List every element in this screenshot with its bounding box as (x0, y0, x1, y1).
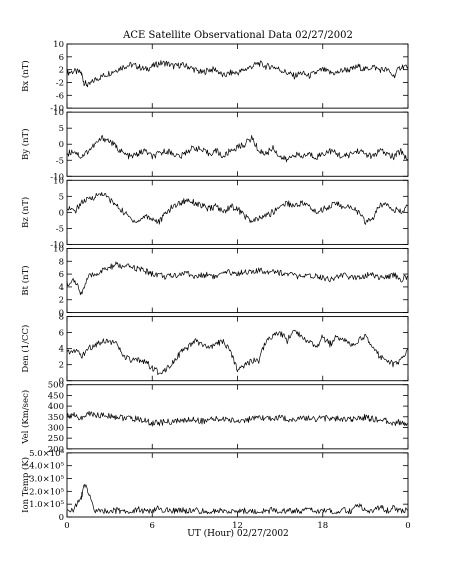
ytick-label: 5 (59, 124, 64, 134)
ytick-label: -10 (50, 240, 64, 250)
series-line (66, 60, 409, 88)
panel-frame (66, 179, 409, 245)
x-axis-label: UT (Hour) 02/27/2002 (187, 528, 289, 539)
panel-0: 10 6 2 -2 -6 -10 Bx (nT) (20, 40, 409, 114)
series-line (66, 410, 409, 427)
xtick-label: 0 (64, 521, 69, 531)
ytick-label: 8 (59, 257, 64, 267)
ytick-label: 0 (59, 208, 64, 218)
ytick-label: 10 (53, 244, 64, 254)
ytick-label: -10 (50, 104, 64, 114)
panel-frame (66, 384, 409, 450)
ytick-label: -5 (56, 224, 64, 234)
panel-frame (66, 43, 409, 109)
ytick-label: 4 (59, 345, 64, 355)
ytick-label: 5 (59, 192, 64, 202)
ytick-label: -2 (56, 78, 64, 88)
panel-frame (66, 111, 409, 177)
ytick-label: 200 (48, 445, 64, 455)
y-axis-label: Den (1/CC) (20, 325, 31, 373)
series-line (66, 192, 409, 225)
panel-4: 8 6 4 2 0 Den (1/CC) (20, 313, 409, 387)
ytick-label: 2.0×10⁵ (29, 487, 64, 497)
xtick-label: 0 (405, 521, 410, 531)
ytick-label: 300 (48, 423, 64, 433)
ytick-label: 350 (48, 413, 64, 423)
ytick-label: 3.0×10⁵ (29, 475, 64, 485)
y-axis-label: Bx (nT) (20, 60, 31, 92)
ytick-label: 10 (53, 176, 64, 186)
ytick-label: 1.0×10⁵ (29, 500, 64, 510)
y-axis-label: Bz (nT) (20, 197, 31, 228)
series-line (66, 484, 409, 515)
ytick-label: -10 (50, 172, 64, 182)
panel-frame (66, 247, 409, 314)
ytick-label: 5.0×10⁵ (29, 449, 64, 459)
ytick-label: 0 (59, 377, 64, 387)
ytick-label: 4 (59, 283, 64, 293)
ytick-label: 0 (59, 140, 64, 150)
ytick-label: 6 (59, 270, 64, 280)
panels: 10 6 2 -2 -6 -10 Bx (nT) 10 5 0 -5 -10 By (nT) 10 5 0 -5… (20, 40, 411, 531)
ytick-label: 10 (53, 108, 64, 118)
ytick-label: 2 (59, 296, 64, 306)
y-axis-label: Vel (Km/sec) (20, 390, 31, 445)
ytick-label: -6 (56, 91, 64, 101)
ytick-label: 450 (48, 391, 64, 401)
ytick-label: 2 (59, 361, 64, 371)
ytick-label: 0 (59, 513, 64, 523)
ytick-label: 4.0×10⁵ (29, 462, 64, 472)
ytick-label: 250 (48, 434, 64, 444)
panel-6: 5.0×10⁵ 4.0×10⁵ 3.0×10⁵ 2.0×10⁵ 1.0×10⁵ 0 Ion … (20, 449, 409, 523)
series-line (66, 261, 409, 296)
ytick-label: -5 (56, 156, 64, 166)
ytick-label: 10 (53, 40, 64, 50)
series-line (66, 135, 409, 163)
ytick-label: 6 (59, 53, 64, 63)
ytick-label: 2 (59, 66, 64, 76)
panel-2: 10 5 0 -5 -10 Bz (nT) (20, 176, 409, 250)
panel-frame (66, 452, 409, 518)
panel-3: 10 8 6 4 2 0 Bt (nT) (20, 244, 409, 319)
ytick-label: 400 (48, 402, 64, 412)
ytick-label: 6 (59, 329, 64, 339)
y-axis-label: Bt (nT) (20, 265, 31, 295)
xtick-label: 12 (232, 521, 243, 531)
xtick-label: 6 (150, 521, 155, 531)
chart-title: ACE Satellite Observational Data 02/27/2… (122, 30, 353, 41)
xtick-label: 18 (317, 521, 328, 531)
ytick-label: 8 (59, 313, 64, 323)
y-axis-label: By (nT) (20, 128, 31, 160)
ytick-label: 500 (48, 381, 64, 391)
series-line (66, 329, 409, 376)
y-axis-label: Ion Temp (K) (20, 457, 31, 513)
ytick-label: 0 (59, 309, 64, 319)
panel-1: 10 5 0 -5 -10 By (nT) (20, 108, 409, 182)
panel-frame (66, 316, 409, 382)
